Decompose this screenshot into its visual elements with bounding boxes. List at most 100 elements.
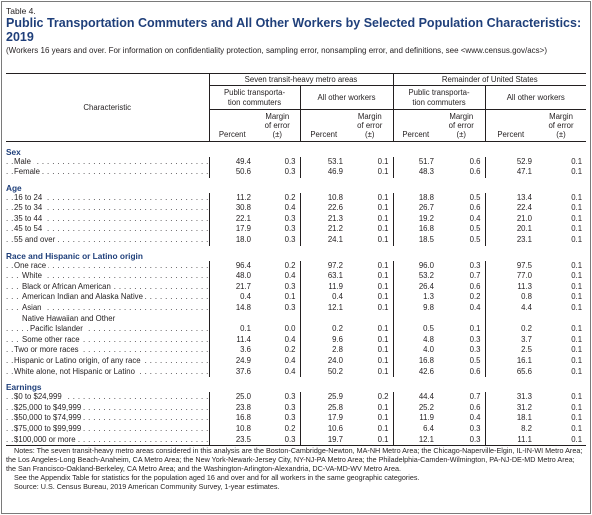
- moe-cell: 0.0: [284, 324, 296, 334]
- subheader-pub-transit-2: Public transporta-tion commuters: [392, 85, 485, 110]
- percent-cell: 17.9: [208, 224, 255, 236]
- percent-cell: 42.6: [392, 366, 438, 378]
- row-label: 55 and over: [6, 235, 209, 246]
- row-label: American Indian and Alaska Native: [6, 292, 209, 303]
- moe-cell: 0.7: [469, 392, 481, 402]
- percent-cell: 49.4: [208, 156, 255, 168]
- row-label: White: [6, 271, 209, 282]
- percent-cell: 47.1: [484, 167, 536, 178]
- moe-cell: 0.5: [469, 192, 481, 202]
- moe-cell: 0.4: [469, 413, 481, 423]
- moe-cell: 0.5: [469, 356, 481, 365]
- percent-cell: 11.9: [392, 413, 438, 424]
- percent-cell: 2.5: [484, 345, 536, 356]
- moe-cell: 0.1: [377, 203, 389, 213]
- percent-cell: 0.4: [208, 292, 255, 304]
- moe-cell: 0.3: [469, 423, 481, 433]
- percent-cell: 18.5: [392, 235, 438, 246]
- row-label: Male: [6, 156, 209, 168]
- percent-cell: 16.8: [392, 224, 438, 236]
- moe-cell: 0.3: [284, 224, 296, 234]
- table-row: $100,000 or more23.50.319.70.112.10.311.…: [6, 434, 587, 447]
- table-row: Two or more races3.60.22.80.14.00.32.50.…: [6, 345, 586, 356]
- percent-cell: 37.6: [208, 366, 255, 378]
- moe-cell: 0.2: [377, 392, 389, 402]
- table-row: Black or African American21.70.311.90.12…: [6, 281, 586, 293]
- moe-cell: 0.1: [377, 167, 389, 177]
- percent-cell: 97.5: [484, 260, 536, 272]
- table-row: 45 to 5417.90.321.20.116.80.520.10.1: [6, 224, 586, 236]
- moe-cell: 0.3: [284, 392, 296, 402]
- percent-cell: 19.2: [392, 213, 438, 225]
- note-line: Notes: The seven transit-heavy metro are…: [6, 446, 583, 473]
- moe-cell: [536, 314, 586, 325]
- moe-cell: 0.1: [284, 292, 296, 302]
- table-notes: Notes: The seven transit-heavy metro are…: [6, 446, 586, 491]
- moe-cell: 0.1: [571, 292, 583, 302]
- moe-cell: 0.3: [284, 413, 296, 423]
- percent-cell: 10.8: [208, 423, 255, 435]
- moe-cell: 0.1: [377, 224, 389, 234]
- moe-cell: 0.3: [469, 345, 481, 355]
- table-row: American Indian and Alaska Native0.40.10…: [6, 292, 586, 304]
- table-row: $50,000 to $74,99916.80.317.90.111.90.41…: [6, 413, 586, 424]
- percent-cell: 0.4: [299, 292, 347, 304]
- percent-cell: 26.7: [392, 203, 438, 214]
- moe-cell: 0.4: [284, 271, 296, 281]
- percent-col-header: Percent: [392, 109, 438, 142]
- moe-cell: 0.1: [571, 413, 583, 423]
- row-label: Pacific Islander: [6, 324, 209, 335]
- percent-cell: 18.8: [392, 192, 438, 204]
- percent-cell: 11.1: [484, 434, 536, 447]
- percent-cell: 46.9: [299, 167, 347, 178]
- table-row: Pacific Islander0.10.00.20.10.50.10.20.1: [6, 324, 586, 335]
- table-subtitle: (Workers 16 years and over. For informat…: [6, 46, 548, 55]
- moe-cell: 0.3: [469, 260, 481, 270]
- moe-cell: 0.7: [469, 271, 481, 281]
- moe-col-header: Margin of error (±): [255, 109, 300, 142]
- percent-cell: 50.2: [299, 366, 347, 378]
- percent-cell: 16.8: [392, 356, 438, 367]
- percent-cell: 14.8: [208, 303, 255, 314]
- moe-cell: 0.1: [571, 402, 583, 412]
- moe-cell: 0.1: [571, 224, 583, 234]
- percent-cell: 21.3: [299, 213, 347, 225]
- percent-cell: 63.1: [299, 271, 347, 282]
- percent-cell: 3.7: [484, 334, 536, 346]
- moe-cell: 0.1: [571, 260, 583, 270]
- row-label: $25,000 to $49,999: [6, 402, 209, 414]
- moe-cell: 0.6: [469, 402, 481, 412]
- moe-col-header: Margin of error (±): [438, 109, 485, 142]
- percent-cell: 26.4: [392, 281, 438, 293]
- row-label: One race: [6, 260, 209, 272]
- percent-cell: 1.3: [392, 292, 438, 304]
- moe-cell: 0.3: [284, 303, 296, 313]
- table-row: Some other race11.40.49.60.14.80.33.70.1: [6, 334, 586, 346]
- table-row: White48.00.463.10.153.20.777.00.1: [6, 271, 586, 282]
- percent-cell: 22.6: [299, 203, 347, 214]
- percent-cell: 19.7: [299, 434, 347, 447]
- row-label: Black or African American: [6, 281, 209, 293]
- moe-cell: 0.1: [377, 356, 389, 365]
- moe-cell: 0.3: [469, 334, 481, 344]
- percent-cell: 24.1: [299, 235, 347, 246]
- row-label: Female: [6, 167, 209, 178]
- moe-cell: 0.2: [284, 345, 296, 355]
- moe-cell: [438, 314, 485, 325]
- percent-cell: 0.2: [299, 324, 347, 335]
- percent-cell: [484, 313, 536, 325]
- moe-cell: 0.4: [284, 334, 296, 344]
- row-label: Two or more races: [6, 345, 209, 356]
- moe-cell: 0.1: [571, 324, 583, 334]
- row-label: $100,000 or more: [6, 434, 209, 447]
- moe-cell: 0.1: [571, 423, 583, 433]
- percent-cell: 4.8: [392, 334, 438, 346]
- moe-cell: 0.1: [571, 213, 583, 223]
- table-row: $0 to $24,99925.0 0.325.9 0.244.4 0.731.3 0.…: [6, 392, 586, 403]
- moe-cell: 0.1: [377, 292, 389, 302]
- moe-cell: 0.1: [377, 281, 389, 291]
- section-heading: Sex: [6, 146, 21, 157]
- percent-cell: 12.1: [299, 303, 347, 314]
- moe-cell: 0.1: [377, 402, 389, 412]
- percent-cell: 16.1: [484, 356, 536, 367]
